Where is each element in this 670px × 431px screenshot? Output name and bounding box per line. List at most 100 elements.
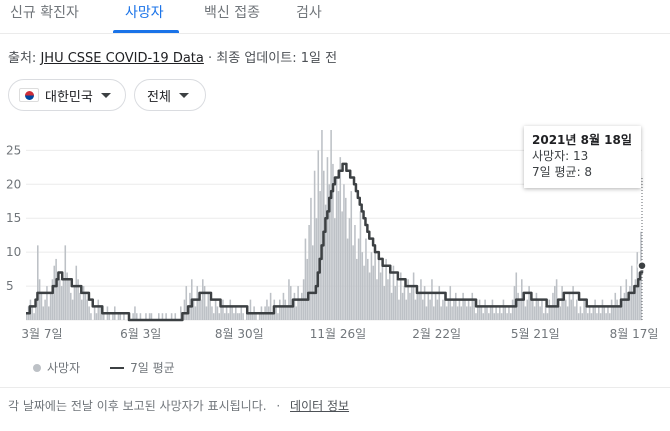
daily-deaths-bar [511,299,514,320]
daily-deaths-bar [49,292,52,320]
daily-deaths-bar [88,306,90,320]
daily-deaths-bar [385,258,387,320]
daily-deaths-bar [583,299,585,320]
daily-deaths-bar [211,306,213,320]
daily-deaths-bar [77,279,79,320]
tab-new-cases[interactable]: 신규 확진자 [10,5,79,21]
chart-legend: 사망자 7일 평균 [33,359,175,376]
daily-deaths-bar [84,292,87,320]
daily-deaths-bar [62,279,65,320]
tab-deaths[interactable]: 사망자 [125,5,164,21]
daily-deaths-bar [412,272,415,320]
daily-deaths-bar [409,292,411,320]
daily-deaths-bar [284,299,287,320]
tab-bar: 신규 확진자 사망자 백신 접종 검사 [0,0,670,34]
daily-deaths-bar [400,272,402,320]
daily-deaths-bar [326,157,329,320]
daily-deaths-bar [372,265,375,320]
legend-daily: 사망자 [47,361,81,375]
daily-deaths-bar [484,299,486,320]
daily-deaths-bar [530,292,532,320]
daily-deaths-bar [489,306,492,320]
daily-deaths-bar [317,150,320,320]
daily-deaths-bar [502,299,505,320]
daily-deaths-bar [574,306,576,320]
daily-deaths-bar [368,272,371,320]
daily-deaths-bar [319,191,321,320]
daily-deaths-bar [411,286,413,320]
daily-deaths-bar [334,218,336,320]
tab-vaccinations[interactable]: 백신 접종 [204,5,260,21]
daily-deaths-bar [587,313,589,320]
daily-deaths-bar [401,292,404,320]
daily-deaths-bar [293,292,296,320]
daily-deaths-bar [532,299,534,320]
daily-deaths-bar [238,313,241,320]
daily-deaths-bar [579,306,582,320]
daily-deaths-bar [389,272,391,320]
daily-deaths-bar [123,313,125,320]
daily-deaths-bar [288,279,290,320]
daily-deaths-bar [150,313,153,320]
daily-deaths-bar [328,184,331,320]
daily-deaths-bar [414,299,417,320]
daily-deaths-bar [471,292,474,320]
daily-deaths-bar [444,292,446,320]
daily-deaths-bar [537,299,540,320]
daily-deaths-bar [183,299,186,320]
daily-deaths-bar [46,286,48,320]
y-tick-label: 15 [6,211,21,225]
daily-deaths-bar [383,286,386,320]
daily-deaths-bar [68,279,70,320]
daily-deaths-bar [290,286,292,320]
daily-deaths-bar [493,313,496,320]
daily-deaths-bar [566,306,569,320]
daily-deaths-bar [379,272,382,320]
daily-deaths-bar [148,313,151,320]
source-link[interactable]: JHU CSSE COVID-19 Data [40,51,204,66]
tab-tests[interactable]: 검사 [296,5,322,21]
daily-deaths-bar [108,313,111,320]
region-dropdown[interactable]: 대한민국 [8,79,126,111]
daily-deaths-bar [227,313,230,320]
x-tick-label: 6월 3일 [120,327,161,341]
daily-deaths-bar [59,279,61,320]
y-tick-label: 10 [6,245,21,259]
daily-deaths-bar [497,313,499,320]
daily-deaths-bar [82,286,85,320]
daily-deaths-bar [422,299,424,320]
x-tick-label: 8월 17일 [610,327,659,341]
daily-deaths-bar [224,313,226,320]
daily-deaths-bar [55,258,57,320]
daily-deaths-bar [374,245,376,320]
daily-deaths-bar [590,313,593,320]
daily-deaths-bar [350,191,353,320]
daily-deaths-bar [451,306,453,320]
daily-deaths-bar [623,292,626,320]
daily-deaths-bar [258,313,261,320]
daily-deaths-bar [33,313,35,320]
daily-deaths-bar [555,279,558,320]
daily-deaths-bar [301,292,303,320]
daily-deaths-bar [158,313,160,320]
daily-deaths-bar [376,279,378,320]
daily-deaths-bar [407,279,409,320]
deaths-chart[interactable]: 5 10 15 20 25 3월 7일 6월 3일 8월 30일 11월 26일 2월 22일 5… [0,118,670,350]
daily-deaths-bar [469,306,472,320]
daily-deaths-bar [433,306,435,320]
daily-deaths-bar [517,292,519,320]
about-data-link[interactable]: 데이터 정보 [290,399,350,413]
daily-deaths-bar [315,218,318,320]
daily-deaths-bar [548,299,551,320]
daily-deaths-bar [134,306,136,320]
daily-deaths-bar [101,313,103,320]
x-tick-label: 5월 21일 [511,327,560,341]
daily-deaths-bar [266,299,268,320]
scope-dropdown[interactable]: 전체 [134,79,206,111]
daily-deaths-bar [198,292,200,320]
daily-deaths-bar [75,265,78,320]
daily-deaths-bar [313,170,316,320]
daily-deaths-bar [205,306,208,320]
daily-deaths-bar [202,279,204,320]
daily-deaths-bar [478,299,481,320]
